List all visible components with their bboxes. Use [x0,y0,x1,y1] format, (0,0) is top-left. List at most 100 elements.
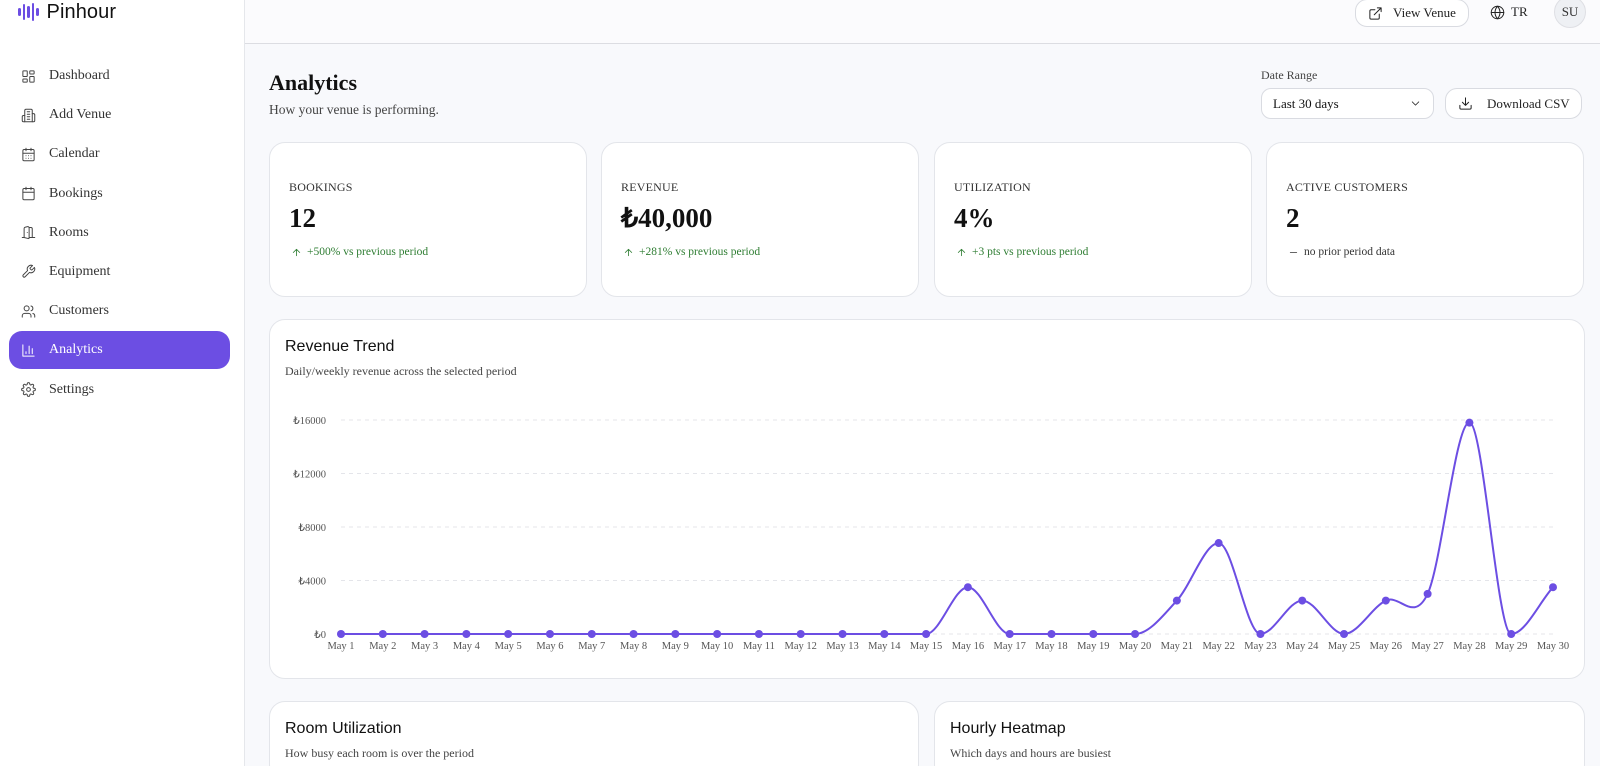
data-point [963,583,972,592]
x-tick-label: May 26 [1370,641,1402,652]
x-tick-label: May 11 [743,641,775,652]
view-venue-button[interactable]: View Venue [1355,0,1469,27]
x-tick-label: May 4 [453,641,481,652]
data-point [462,630,471,638]
room-utilization-card: Room Utilization How busy each room is o… [269,701,919,766]
x-tick-label: May 13 [826,641,858,652]
data-point [796,630,805,638]
download-icon [1459,97,1472,110]
x-tick-label: May 22 [1202,641,1234,652]
sidebar-item-label: Customers [49,303,109,319]
brand[interactable]: Pinhour [18,0,116,24]
y-tick-label: ₺0 [314,629,326,641]
x-tick-label: May 14 [868,641,901,652]
x-tick-label: May 2 [369,641,396,652]
y-tick-label: ₺8000 [298,522,326,534]
kpi-card-utilization: UTILIZATION 4% +3 pts vs previous period [934,142,1252,297]
data-point [1549,583,1557,592]
x-tick-label: May 18 [1035,641,1067,652]
x-tick-label: May 10 [701,641,733,652]
x-tick-label: May 8 [620,641,647,652]
hourly-heatmap-card: Hourly Heatmap Which days and hours are … [934,701,1585,766]
sidebar-item-label: Calendar [49,146,100,162]
sidebar-item-label: Analytics [49,342,103,358]
data-point [1214,539,1223,548]
sidebar-item-calendar[interactable]: Calendar [9,135,230,173]
kpi-value: 2 [1286,203,1300,233]
language-label: TR [1511,4,1528,19]
kpi-change-text: +500% vs previous period [307,246,429,258]
view-venue-label: View Venue [1393,5,1456,20]
topbar: View Venue TR SU [245,0,1600,44]
page-subtitle: How your venue is performing. [269,102,439,117]
download-csv-button[interactable]: Download CSV [1445,88,1582,119]
sidebar-item-label: Rooms [49,224,89,240]
data-point [1381,596,1390,605]
data-point [504,630,513,638]
sidebar-item-label: Bookings [49,185,103,201]
building-icon [21,108,36,122]
sidebar-item-label: Settings [49,381,95,397]
card-title: Room Utilization [285,720,402,737]
gear-icon [21,382,36,397]
x-tick-label: May 23 [1244,641,1276,652]
sidebar-item-settings[interactable]: Settings [9,371,230,409]
kpi-label: REVENUE [621,180,679,194]
kpi-change-text: +281% vs previous period [639,246,761,258]
x-tick-label: May 24 [1286,641,1319,652]
x-tick-label: May 17 [994,641,1026,652]
sidebar-item-analytics[interactable]: Analytics [9,331,230,370]
x-tick-label: May 29 [1495,641,1527,652]
kpi-label: BOOKINGS [289,180,353,194]
kpi-change: +281% vs previous period [623,246,760,258]
card-subtitle: Which days and hours are busiest [950,746,1111,760]
data-point [420,630,429,638]
kpi-card-active-customers: ACTIVE CUSTOMERS 2 no prior period data [1266,142,1584,297]
x-tick-label: May 27 [1411,641,1443,652]
date-range-value: Last 30 days [1273,95,1339,111]
kpi-value: 4% [954,203,995,233]
kpi-change: no prior period data [1288,246,1395,258]
x-tick-label: May 28 [1453,641,1485,652]
logo-icon [18,2,39,22]
sidebar-item-dashboard[interactable]: Dashboard [9,57,230,95]
x-tick-label: May 16 [952,641,984,652]
data-point [1131,630,1140,638]
avatar[interactable]: SU [1554,0,1586,28]
data-point [922,630,931,638]
data-point [671,630,680,638]
sidebar-item-add-venue[interactable]: Add Venue [9,96,230,134]
data-point [1172,596,1181,605]
calendar-check-icon [22,186,35,201]
data-point [1340,630,1349,638]
app-name: Pinhour [46,0,117,23]
revenue-line-chart: ₺0 ₺4000 ₺8000 ₺12000 ₺16000 May 1 May 2 May 3 M… [293,415,1569,652]
sidebar-item-label: Equipment [49,263,111,279]
arrow-up-icon [292,248,301,256]
x-tick-label: May 30 [1537,641,1569,652]
sidebar-item-bookings[interactable]: Bookings [9,175,230,213]
data-point [1005,630,1014,638]
kpi-card-revenue: REVENUE ₺40,000 +281% vs previous period [601,142,919,297]
sidebar-item-label: Add Venue [49,107,112,123]
date-range-select[interactable]: Last 30 days [1261,88,1434,119]
data-point [754,630,763,638]
y-tick-label: ₺16000 [293,415,326,427]
revenue-series-line [341,421,1554,636]
card-title: Revenue Trend [285,338,395,355]
kpi-card-bookings: BOOKINGS 12 +500% vs previous period [269,142,587,297]
x-tick-label: May 3 [411,641,438,652]
sidebar: Pinhour Dashboard Add Venue Calendar Boo… [0,0,245,766]
sidebar-item-rooms[interactable]: Rooms [9,214,230,252]
data-point [1047,630,1056,638]
x-tick-label: May 19 [1077,641,1109,652]
sidebar-nav: Dashboard Add Venue Calendar Bookings Ro… [9,57,230,410]
chevron-down-icon [1411,101,1420,106]
download-csv-label: Download CSV [1487,95,1570,111]
language-switcher[interactable]: TR [1490,4,1528,20]
kpi-label: UTILIZATION [954,180,1031,194]
sidebar-item-equipment[interactable]: Equipment [9,253,230,291]
data-point [629,630,638,638]
sidebar-item-customers[interactable]: Customers [9,292,230,330]
date-range-label: Date Range [1261,68,1318,82]
